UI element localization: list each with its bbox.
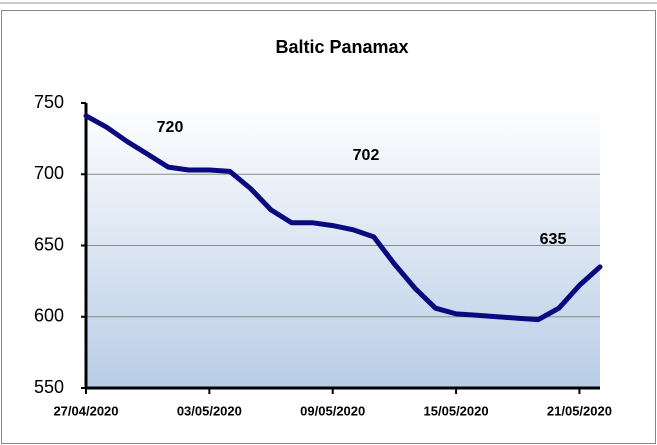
- annotation: 635: [540, 231, 567, 248]
- y-tick-label: 600: [34, 306, 64, 326]
- data-line: [83, 113, 603, 323]
- x-tick-label: 15/05/2020: [424, 403, 489, 418]
- x-tick-label: 03/05/2020: [177, 403, 242, 418]
- chart-title: Baltic Panamax: [275, 37, 408, 57]
- y-tick-label: 550: [34, 377, 64, 397]
- x-tick-label: 21/05/2020: [547, 403, 612, 418]
- x-tick-label: 09/05/2020: [300, 403, 365, 418]
- y-tick-label: 650: [34, 234, 64, 254]
- y-tick-label: 700: [34, 163, 64, 183]
- annotation: 702: [353, 147, 380, 164]
- annotation: 720: [157, 119, 184, 136]
- y-tick-label: 750: [34, 92, 64, 112]
- x-tick-label: 27/04/2020: [53, 403, 118, 418]
